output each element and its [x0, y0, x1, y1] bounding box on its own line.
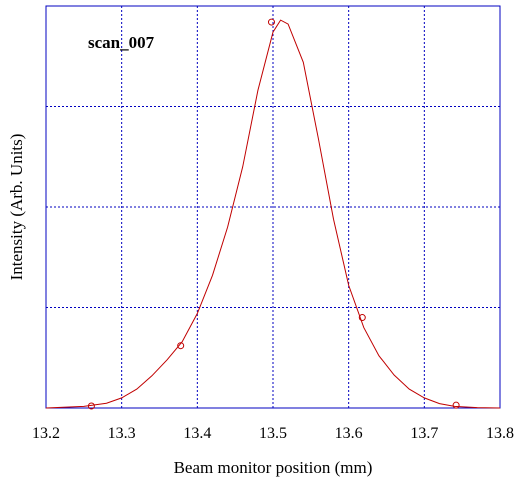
- data-point-marker: [267, 18, 275, 26]
- fit-curve-line: [45, 19, 501, 409]
- plot-frame: [45, 5, 501, 409]
- y-axis-label: Intensity (Arb. Units): [7, 134, 26, 281]
- data-point-marker: [87, 402, 95, 410]
- x-tick-label: 13.8: [486, 425, 514, 442]
- x-tick-label: 13.5: [259, 425, 287, 442]
- chart-title: scan_007: [88, 33, 155, 52]
- x-tick-label: 13.4: [183, 425, 211, 442]
- x-tick-label: 13.3: [108, 425, 136, 442]
- x-tick-label: 13.2: [32, 425, 60, 442]
- x-axis-label: Beam monitor position (mm): [174, 458, 373, 477]
- data-point-marker: [177, 342, 185, 350]
- data-point-marker: [358, 314, 366, 322]
- x-tick-label: 13.6: [335, 425, 363, 442]
- x-tick-labels: 13.2 13.3 13.4 13.5 13.6 13.7 13.8: [32, 425, 514, 442]
- grid: [46, 6, 500, 408]
- x-tick-label: 13.7: [410, 425, 438, 442]
- series-layer: [45, 18, 501, 410]
- data-point-marker: [452, 401, 460, 409]
